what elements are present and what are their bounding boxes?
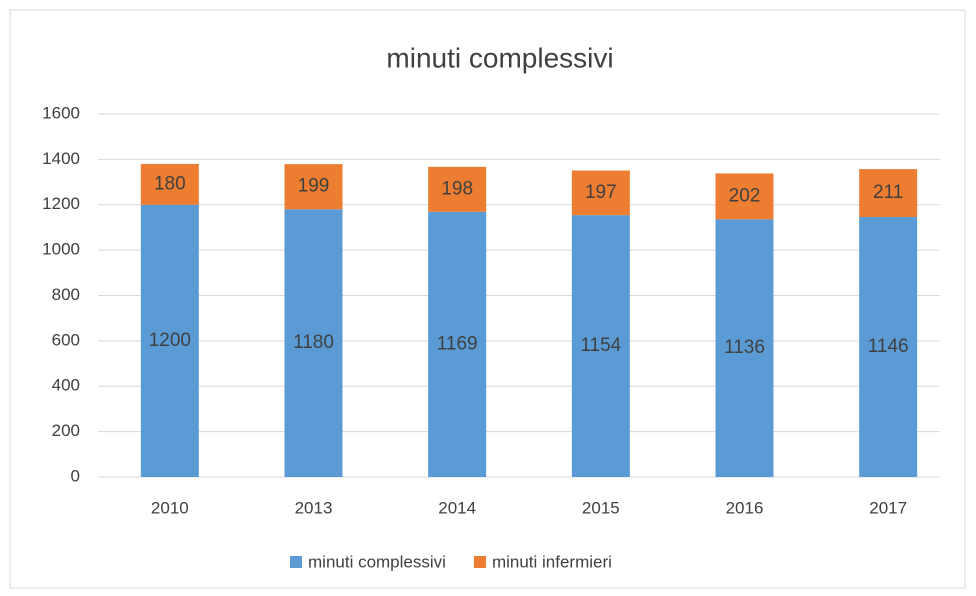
y-tick-label: 400 [52, 376, 80, 395]
legend-label: minuti infermieri [492, 552, 612, 571]
data-label: 1136 [724, 337, 765, 358]
y-tick-label: 600 [52, 330, 80, 349]
data-label: 199 [298, 176, 330, 197]
y-tick-label: 800 [52, 285, 80, 304]
legend-swatch [290, 556, 302, 568]
x-tick-label: 2010 [151, 498, 189, 517]
legend-swatch [473, 556, 486, 568]
y-tick-label: 200 [52, 421, 80, 440]
bar-segment [428, 211, 487, 477]
bar-segment [140, 163, 199, 205]
data-label: 1154 [580, 335, 621, 356]
bar-segment [140, 204, 199, 477]
bar-segment [859, 169, 918, 218]
y-tick-label: 1600 [42, 103, 80, 122]
data-label: 1200 [149, 330, 191, 351]
data-label: 202 [729, 185, 761, 206]
y-tick-label: 1200 [42, 194, 80, 213]
bar-segment [284, 209, 343, 477]
chart-title: minuti complessivi [386, 42, 613, 73]
x-tick-label: 2016 [726, 498, 764, 517]
legend-label: minuti complessivi [308, 552, 446, 571]
data-label: 198 [441, 178, 473, 199]
bar-segment [428, 166, 487, 212]
data-label: 211 [873, 182, 903, 203]
bar-segment [859, 217, 918, 477]
data-label: 1146 [868, 336, 909, 357]
x-tick-label: 2013 [295, 498, 333, 517]
y-tick-label: 1400 [42, 149, 80, 168]
bar-segment [715, 219, 774, 477]
bar-segment [571, 170, 630, 216]
y-tick-label: 1000 [42, 240, 80, 259]
bar-segment [715, 173, 774, 220]
x-tick-label: 2014 [438, 498, 476, 517]
x-tick-label: 2015 [582, 498, 620, 517]
data-label: 1180 [293, 332, 334, 353]
data-label: 197 [585, 182, 617, 203]
data-label: 1169 [437, 333, 478, 354]
y-tick-label: 0 [71, 466, 80, 485]
data-label: 180 [154, 173, 186, 194]
bar-segment [571, 215, 630, 477]
bar-segment [284, 164, 343, 210]
x-tick-label: 2017 [869, 498, 907, 517]
